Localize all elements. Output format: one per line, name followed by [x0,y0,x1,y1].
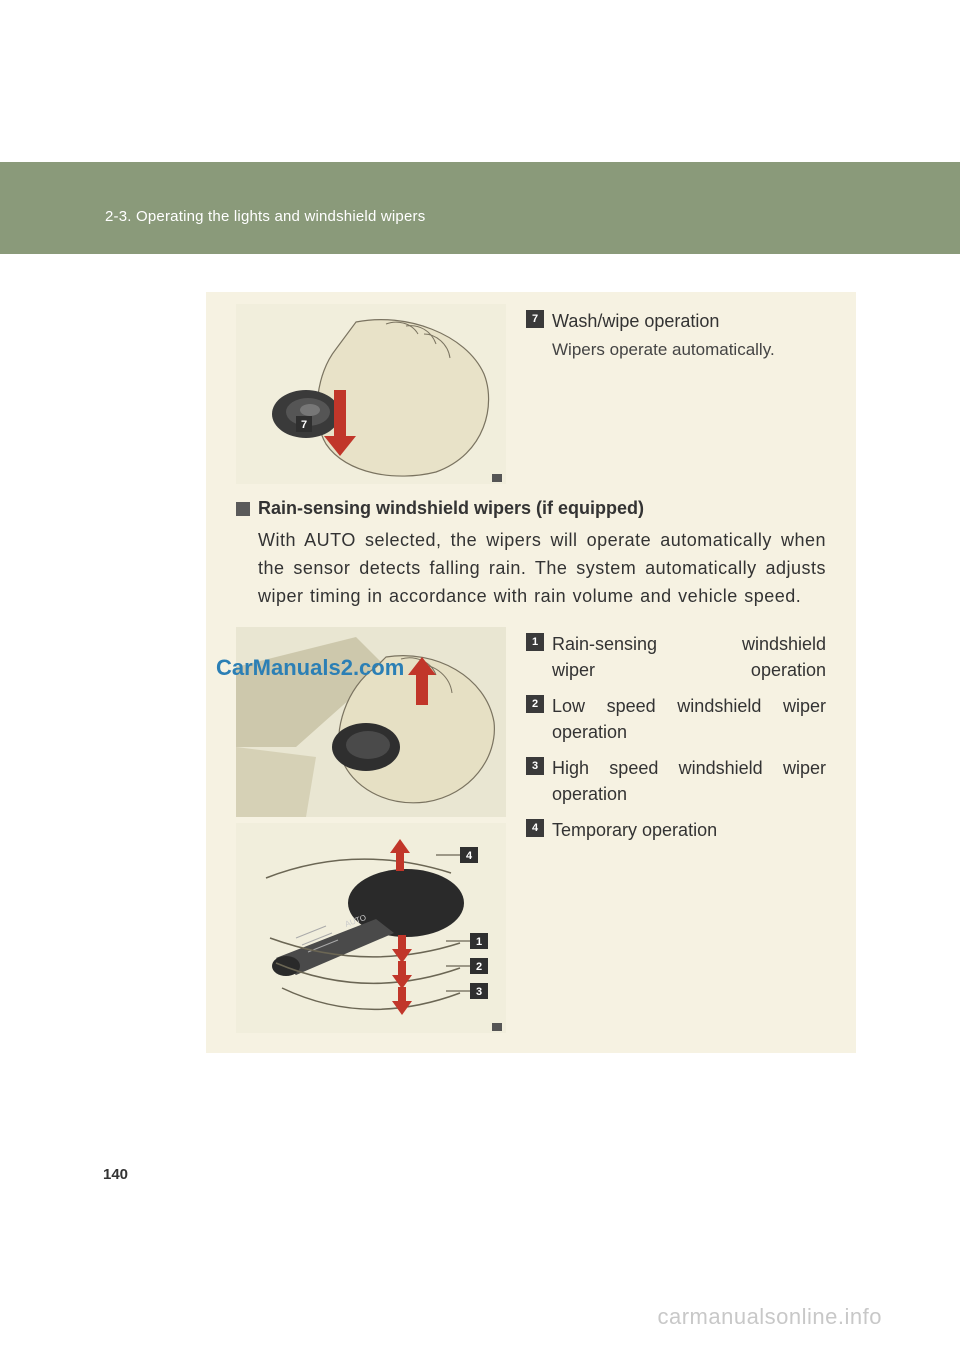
item-label: Wash/wipe operation [552,308,719,334]
footer-source: carmanualsonline.info [657,1304,882,1330]
row-bottom: AUTO 4 1 [236,627,826,1033]
number-badge-icon: 4 [526,819,544,837]
item-label: Rain-sensing windshield wiper operation [552,631,826,683]
section-header-text: 2-3. Operating the lights and windshield… [105,208,960,225]
number-badge-icon: 1 [526,633,544,651]
list-item: 1 Rain-sensing windshield wiper operatio… [526,631,826,683]
section-heading-row: Rain-sensing windshield wipers (if equip… [236,498,826,519]
watermark-text: CarManuals2.com [216,655,404,681]
illustration-wash-wipe: 7 [236,304,506,484]
list-item: 4 Temporary operation [526,817,826,843]
list-item: 2 Low speed windshield wiper operation [526,693,826,745]
illustration-stack: AUTO 4 1 [236,627,506,1033]
list-item: 7 Wash/wipe operation [526,308,826,334]
section-body: With AUTO selected, the wipers will oper… [258,527,826,611]
svg-text:3: 3 [476,986,482,998]
svg-text:7: 7 [301,419,307,431]
illustration-code [492,474,502,482]
number-badge-icon: 2 [526,695,544,713]
row-top: 7 7 Wash/wipe operation Wipers operate a… [236,304,826,484]
svg-text:2: 2 [476,961,482,973]
item-label: Temporary operation [552,817,717,843]
top-item-col: 7 Wash/wipe operation Wipers operate aut… [526,304,826,360]
number-badge-icon: 7 [526,310,544,328]
page-number: 140 [103,1166,128,1183]
item-label: Low speed windshield wiper operation [552,693,826,745]
svg-text:1: 1 [476,936,482,948]
item-label: High speed windshield wiper operation [552,755,826,807]
square-bullet-icon [236,502,250,516]
svg-text:4: 4 [466,850,473,862]
item-subtext: Wipers operate automatically. [552,340,826,360]
list-item: 3 High speed windshield wiper operation [526,755,826,807]
illustration-code [492,1023,502,1031]
section-header-band: 2-3. Operating the lights and windshield… [0,162,960,254]
number-badge-icon: 3 [526,757,544,775]
illustration-wiper-stalk-levels: AUTO 4 1 [236,823,506,1033]
section-heading: Rain-sensing windshield wipers (if equip… [258,498,644,519]
numbered-list: 1 Rain-sensing windshield wiper operatio… [526,627,826,854]
